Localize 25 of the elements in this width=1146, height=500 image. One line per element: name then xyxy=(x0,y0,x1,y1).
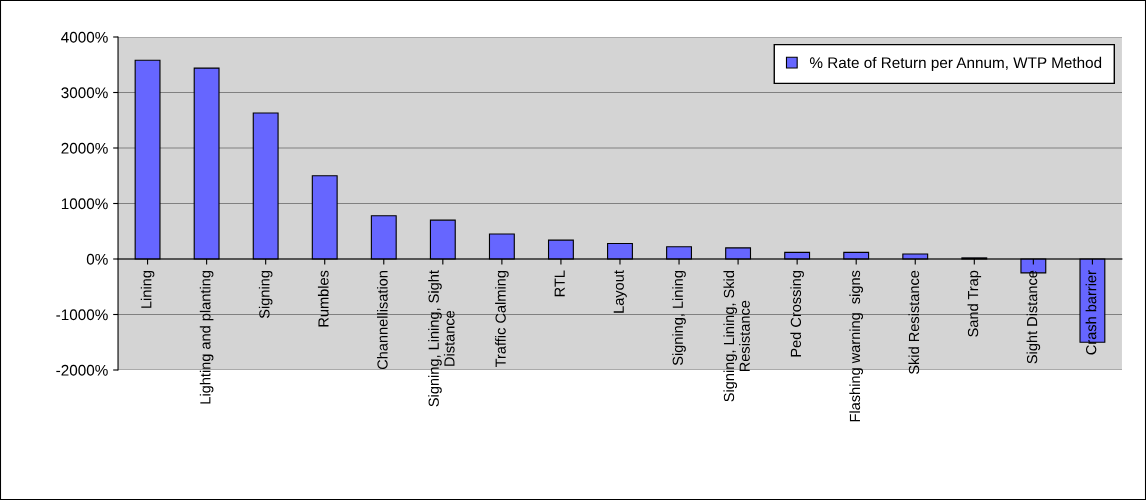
legend-label: % Rate of Return per Annum, WTP Method xyxy=(809,56,1102,72)
x-tick-label: RTL xyxy=(554,270,565,297)
y-tick-label: 3000% xyxy=(61,87,108,99)
y-tick-label: 2000% xyxy=(61,142,108,154)
y-tick-label: -1000% xyxy=(56,309,108,321)
x-tick-label: Crash barrier xyxy=(1085,270,1097,355)
x-tick-label: Signing xyxy=(258,271,273,319)
x-tick-label: Layout xyxy=(613,270,627,313)
x-tick-label: Channellisation xyxy=(376,271,388,370)
x-tick-label: Lighting and planting xyxy=(199,271,214,404)
x-tick-label: Signing, Lining, Skid Resistance xyxy=(723,271,750,402)
x-tick-label: Signing, Lining xyxy=(672,271,686,366)
x-tick-label: Signing, Lining, Sight Distance xyxy=(428,270,455,407)
x-tick-label: Skid Resistance xyxy=(908,270,920,375)
x-tick-label: Rumbles xyxy=(317,270,329,327)
x-tick-label: Ped Crossing xyxy=(790,271,804,357)
x-tick-label: Sand Trap xyxy=(967,270,982,337)
x-tick-label: Traffic Calming xyxy=(495,271,509,368)
x-tick-label: Flashing warning signs xyxy=(849,270,863,422)
y-tick-label: 1000% xyxy=(61,198,108,210)
x-tick-label: Lining xyxy=(140,271,155,308)
y-tick-label: -2000% xyxy=(56,364,108,376)
y-tick-label: 4000% xyxy=(61,31,108,43)
y-tick-label: 0% xyxy=(86,253,108,265)
x-tick-label: Sight Distance xyxy=(1026,270,1041,364)
